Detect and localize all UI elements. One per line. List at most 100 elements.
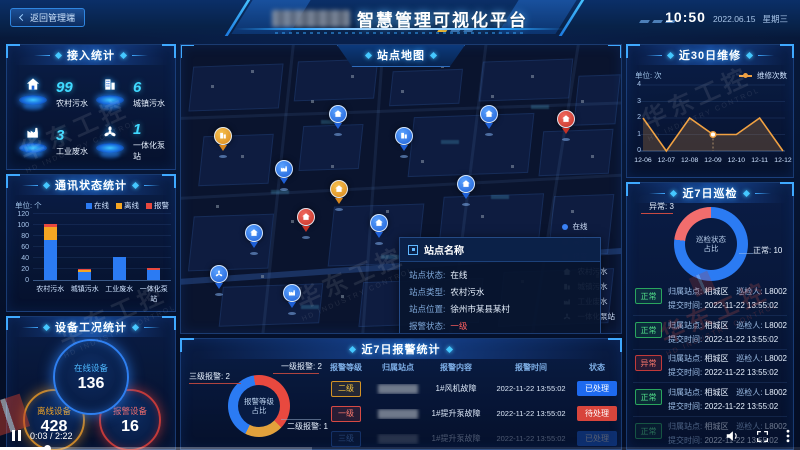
player-controls-right xyxy=(725,429,790,443)
y-tick-label: 60 xyxy=(21,244,29,251)
bar-column xyxy=(147,268,161,280)
house-icon xyxy=(297,208,315,226)
inspection-list-item: 异常 归属站点: 相城区 巡检人: L8002 提交时间: 2022-11-22 13… xyxy=(633,350,787,383)
alarm-status-badge: 待处理 xyxy=(577,406,617,421)
map-pin-building[interactable] xyxy=(214,127,232,158)
back-button[interactable]: 返回管理端 xyxy=(10,8,86,27)
inspection-line2: 提交时间: 2022-11-22 13:55:02 xyxy=(668,368,779,377)
stat-label: 农村污水 xyxy=(56,98,88,108)
map-node-dot xyxy=(251,70,254,73)
grid-line xyxy=(33,268,171,269)
inspection-line2: 提交时间: 2022-11-22 13:55:02 xyxy=(668,301,779,310)
grid-line xyxy=(33,235,171,236)
panel-header: 近7日巡检 xyxy=(627,183,793,203)
popup-value: 在线 xyxy=(450,270,468,280)
volume-icon[interactable] xyxy=(725,429,739,443)
house-icon xyxy=(480,105,498,123)
stat-value: 1 xyxy=(133,121,142,138)
ornament-diamond xyxy=(670,189,678,197)
popup-row-location: 站点位置: 徐州市某县某村 xyxy=(409,301,591,318)
panel-alarm-stats: 近7日报警统计 报警等级 占比 三级报警: 2 一级报警: 2 二级报警: 1 … xyxy=(180,338,622,450)
stat-item-urban: 6 城镇污水 xyxy=(94,71,169,117)
alarm-devices-value: 16 xyxy=(121,417,139,435)
panel-header: 设备工况统计 xyxy=(7,317,175,337)
y-tick-label: 0 xyxy=(631,147,641,154)
inspection-donut-center: 巡检状态 占比 xyxy=(685,218,737,270)
video-progress-bar[interactable] xyxy=(0,445,800,450)
clock-date: 2022.06.15 xyxy=(712,14,756,24)
panel-title: 通讯状态统计 xyxy=(55,180,127,192)
inspection-line2: 提交时间: 2022-11-22 13:55:02 xyxy=(668,436,779,445)
callout-line xyxy=(189,383,241,384)
map-legend-status-item: 在线 xyxy=(561,219,616,234)
redacted-site-block xyxy=(378,408,418,419)
ornament-line xyxy=(758,54,775,56)
map-pin-house[interactable] xyxy=(297,208,315,239)
fullscreen-icon[interactable] xyxy=(756,430,769,443)
map-pin-factory[interactable] xyxy=(283,284,301,315)
map-node-dot xyxy=(241,155,244,158)
house-icon xyxy=(329,105,347,123)
map-node-dot xyxy=(531,75,534,78)
panel-header: 接入统计 xyxy=(7,45,175,65)
map-street-label xyxy=(531,105,549,109)
map-pin-house[interactable] xyxy=(557,110,575,141)
pin-tip xyxy=(462,193,470,203)
legend-item: 报警 xyxy=(146,200,169,211)
alarm-status-badge: 已处理 xyxy=(577,381,617,396)
map-pin-pump[interactable] xyxy=(210,265,228,296)
map-pin-building[interactable] xyxy=(395,127,413,158)
pin-tip xyxy=(485,123,493,133)
map-pin-house[interactable] xyxy=(245,224,263,255)
pin-tip xyxy=(400,145,408,155)
grid-line xyxy=(33,224,171,225)
progress-handle[interactable] xyxy=(44,445,51,450)
alarm-table-header: 报警时间 xyxy=(515,363,547,372)
map-pin-house[interactable] xyxy=(330,180,348,211)
stat-value: 99 xyxy=(56,78,73,96)
x-tick-label: 12-12 xyxy=(774,157,792,164)
stat-item-pump: 1 一体化泵站 xyxy=(94,119,169,165)
inspection-status-badge: 正常 xyxy=(635,423,662,439)
pin-base xyxy=(250,252,258,255)
ornament-diamond xyxy=(131,323,140,331)
map-node-dot xyxy=(421,160,424,163)
donut-center-line2: 占比 xyxy=(703,244,719,253)
alarm-callout-level3: 三级报警: 2 xyxy=(189,372,230,381)
map-pin-house[interactable] xyxy=(329,105,347,136)
panel-title: 近7日报警统计 xyxy=(361,344,441,356)
map-node-dot xyxy=(581,100,584,103)
pause-button[interactable] xyxy=(12,430,21,441)
legend-item: 离线 xyxy=(116,200,139,211)
factory-icon xyxy=(275,160,293,178)
map-pin-factory[interactable] xyxy=(275,160,293,191)
alarm-level-cell: 二级 xyxy=(321,380,371,397)
map-pin-house[interactable] xyxy=(480,105,498,136)
pump-icon xyxy=(94,124,126,160)
more-options-icon[interactable] xyxy=(786,429,790,443)
inspection-list-item: 正常 归属站点: 相城区 巡检人: L8002 提交时间: 2022-11-22 13… xyxy=(633,317,787,350)
map-pin-house[interactable] xyxy=(370,214,388,245)
alarm-status-badge: 已处理 xyxy=(577,431,617,446)
status-dot xyxy=(561,223,568,230)
x-tick-label: 12-08 xyxy=(680,157,699,164)
bar-segment xyxy=(43,240,57,280)
alarm-content-cell: 1#提升泵故障 xyxy=(431,409,481,418)
panel-comm-status: 通讯状态统计 单位: 个 在线 离线 报警 0 20 40 60 80 100 120 农村污水… xyxy=(6,174,176,312)
site-popup-header: 站点名称 xyxy=(400,238,600,262)
panel-site-map[interactable]: 站点地图 在线离线报警农村污水城镇污水工业废水一体化泵站 站点名称 站点状态: … xyxy=(180,44,622,334)
legend-label: 在线 xyxy=(94,201,109,210)
panel-title: 设备工况统计 xyxy=(55,322,127,334)
player-time: 0:03 / 2:22 xyxy=(30,430,73,441)
popup-label: 站点状态: xyxy=(409,270,446,280)
bar-segment xyxy=(78,272,92,280)
back-button-label: 返回管理端 xyxy=(30,13,76,23)
alarm-callout-level1: 一级报警: 2 xyxy=(281,362,322,371)
map-node-dot xyxy=(261,275,264,278)
x-category-label: 农村污水 xyxy=(36,286,65,293)
ornament-line xyxy=(132,54,148,56)
alarm-level-badge: 三级 xyxy=(331,430,361,447)
inspection-list-item: 正常 归属站点: 相城区 巡检人: L8002 提交时间: 2022-11-22 13… xyxy=(633,283,787,316)
stat-label: 城镇污水 xyxy=(133,98,165,108)
map-pin-house[interactable] xyxy=(457,175,475,206)
